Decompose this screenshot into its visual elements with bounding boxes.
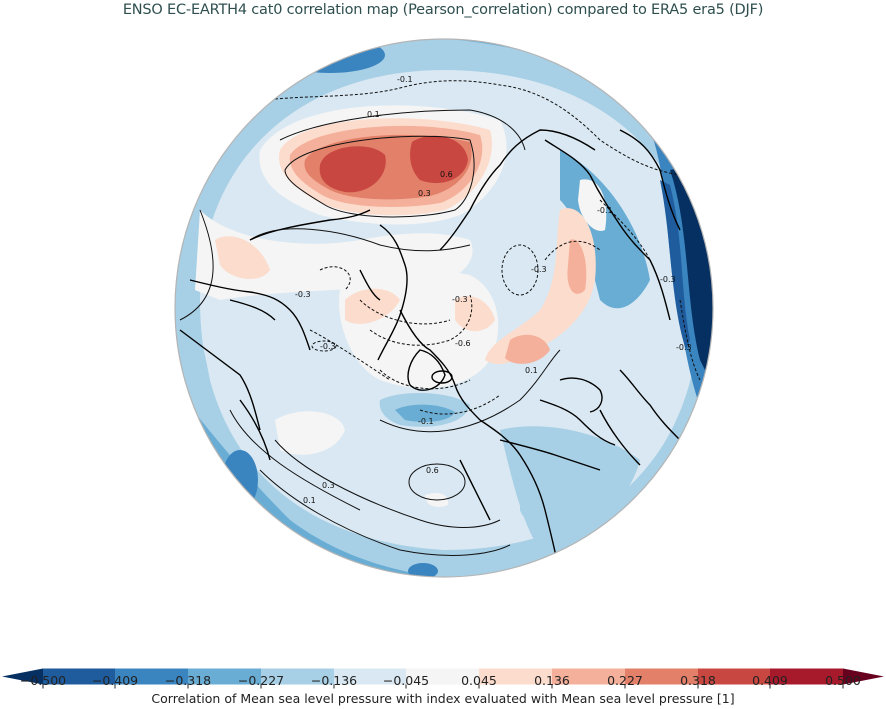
contour-labels: -0.1 0.1 0.3 0.6 -0.3 -0.3 -0.3 -0.6 0.1…	[295, 75, 692, 505]
colorbar-tick: 0.409	[752, 673, 788, 688]
svg-text:-0.3: -0.3	[660, 275, 676, 284]
svg-text:0.6: 0.6	[426, 466, 439, 475]
svg-text:0.1: 0.1	[303, 496, 316, 505]
svg-text:-0.3: -0.3	[295, 290, 311, 299]
colorbar-tick: 0.136	[534, 673, 570, 688]
svg-text:-0.3: -0.3	[531, 265, 547, 274]
colorbar-under-arrow	[2, 668, 43, 685]
colorbar-over-arrow	[843, 668, 884, 685]
colorbar-tick: 0.318	[680, 673, 716, 688]
colorbar-tick: −0.045	[382, 673, 430, 688]
colorbar-tick: −0.500	[19, 673, 67, 688]
colorbar	[2, 668, 884, 689]
colorbar-tick: −0.136	[310, 673, 358, 688]
svg-text:0.1: 0.1	[367, 110, 380, 119]
colorbar-label: Correlation of Mean sea level pressure w…	[151, 691, 735, 706]
svg-text:0.3: 0.3	[418, 189, 431, 198]
polar-map: -0.1 0.1 0.3 0.6 -0.3 -0.3 -0.3 -0.6 0.1…	[174, 38, 714, 578]
svg-text:0.1: 0.1	[525, 366, 538, 375]
plot-title: ENSO EC-EARTH4 cat0 correlation map (Pea…	[122, 2, 764, 18]
contour-lines	[179, 80, 701, 556]
colorbar-tick: −0.318	[164, 673, 212, 688]
svg-text:-0.3: -0.3	[452, 295, 468, 304]
svg-text:0.3: 0.3	[322, 481, 335, 490]
colorbar-tick: −0.409	[91, 673, 139, 688]
colorbar-tick: 0.227	[607, 673, 643, 688]
colorbar-tick: 0.045	[461, 673, 497, 688]
svg-text:-0.3: -0.3	[320, 342, 336, 351]
svg-text:-0.1: -0.1	[397, 75, 413, 84]
svg-text:-0.6: -0.6	[455, 339, 471, 348]
svg-text:0.6: 0.6	[440, 170, 453, 179]
svg-text:-0.1: -0.1	[418, 417, 434, 426]
colorbar-tick: −0.227	[237, 673, 285, 688]
svg-text:-0.3: -0.3	[676, 343, 692, 352]
colorbar-tick: 0.500	[825, 673, 861, 688]
svg-text:-0.1: -0.1	[597, 206, 613, 215]
map-boundary	[174, 38, 714, 578]
coastlines	[179, 129, 681, 576]
